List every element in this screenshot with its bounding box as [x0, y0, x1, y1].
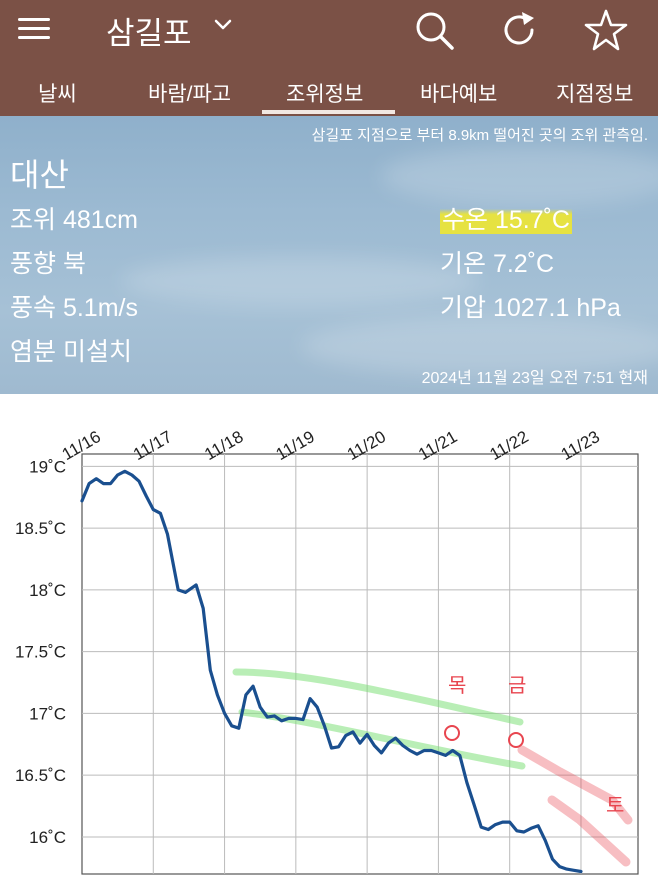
- refresh-icon[interactable]: [498, 8, 542, 52]
- star-icon[interactable]: [584, 8, 628, 52]
- salinity: 염분 미설치: [10, 338, 132, 366]
- chevron-down-icon[interactable]: [212, 14, 234, 36]
- water-temperature: 수온 15.7˚C: [440, 200, 572, 236]
- x-tick-label: 11/20: [344, 427, 389, 464]
- water-temperature-chart: 11/16 11/17 11/18 11/19 11/20 11/21 11/22 11/23…: [15, 427, 639, 875]
- wind-speed: 풍속 5.1m/s: [10, 294, 138, 322]
- app-bar: 삼길포: [0, 0, 658, 62]
- chart-grid: [81, 453, 639, 875]
- x-tick-label: 11/21: [415, 427, 460, 464]
- y-tick-label: 19˚C: [29, 457, 66, 476]
- cloud-decoration: [120, 256, 480, 306]
- air-temperature: 기온 7.2˚C: [440, 250, 555, 278]
- y-tick-label: 18˚C: [29, 581, 66, 600]
- y-tick-label: 18.5˚C: [15, 519, 66, 538]
- cloud-decoration: [380, 146, 658, 206]
- x-tick-label: 11/19: [273, 427, 318, 464]
- active-tab-indicator: [262, 110, 395, 114]
- y-tick-label: 16.5˚C: [15, 766, 66, 785]
- x-tick-label: 11/18: [201, 427, 246, 464]
- y-tick-label: 16˚C: [29, 828, 66, 847]
- y-tick-label: 17˚C: [29, 704, 66, 723]
- tide-level: 조위 481cm: [10, 206, 138, 234]
- annotation-saturday: 토: [606, 795, 624, 817]
- tab-tide-info[interactable]: 조위정보: [286, 83, 364, 106]
- water-temperature-highlight: 수온 15.7˚C: [440, 206, 572, 234]
- tab-point-info[interactable]: 지점정보: [556, 83, 634, 106]
- tab-weather[interactable]: 날씨: [38, 83, 77, 106]
- tab-wind-wave[interactable]: 바람/파고: [148, 83, 232, 106]
- observation-timestamp: 2024년 11월 23일 오전 7:51 현재: [421, 370, 648, 387]
- red-handwriting-annotation: 목 금 토: [444, 675, 624, 817]
- chart-frame: [81, 453, 639, 875]
- red-trend-annotation: [517, 745, 633, 867]
- tab-bar: 날씨 바람/파고 조위정보 바다예보 지점정보: [0, 62, 658, 116]
- annotation-thursday: 목: [448, 675, 466, 697]
- station-name: 대산: [10, 157, 69, 193]
- distance-notice: 삼길포 지점으로 부터 8.9km 떨어진 곳의 조위 관측임.: [311, 127, 648, 144]
- search-icon[interactable]: [412, 8, 456, 52]
- divider: [0, 394, 658, 406]
- water-temperature-line: [80, 469, 583, 874]
- y-tick-labels: 19˚C 18.5˚C 18˚C 17.5˚C 17˚C 16.5˚C 16˚C: [15, 457, 66, 847]
- x-tick-labels: 11/16 11/17 11/18 11/19 11/20 11/21 11/22 11/23: [59, 427, 603, 464]
- x-tick-label: 11/22: [486, 427, 531, 464]
- cloud-decoration: [300, 316, 658, 376]
- air-pressure: 기압 1027.1 hPa: [440, 294, 621, 322]
- y-tick-label: 17.5˚C: [15, 643, 66, 662]
- annotation-friday: 금: [508, 675, 526, 697]
- x-tick-label: 11/23: [558, 427, 603, 464]
- location-title[interactable]: 삼길포: [106, 16, 192, 51]
- tab-sea-forecast[interactable]: 바다예보: [420, 83, 498, 106]
- x-tick-label: 11/17: [130, 427, 175, 464]
- station-info-panel: 삼길포 지점으로 부터 8.9km 떨어진 곳의 조위 관측임. 대산 조위 4…: [0, 116, 658, 394]
- wind-direction: 풍향 북: [10, 250, 86, 278]
- menu-icon[interactable]: [18, 14, 52, 44]
